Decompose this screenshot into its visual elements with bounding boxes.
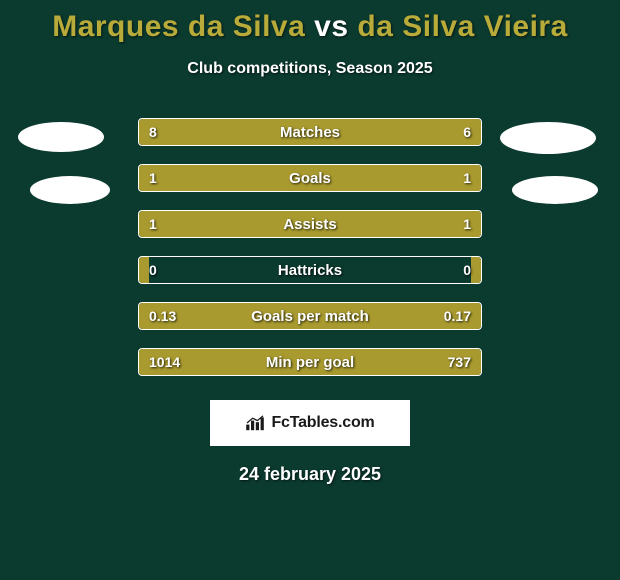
stats-list: 8 6 Matches 1 1 Goals 1 1 Assists 0 0 Hattricks 0.13…: [0, 118, 620, 376]
stat-row: 8 6 Matches: [138, 118, 482, 146]
team-badge-placeholder: [30, 176, 110, 204]
stat-value-left: 0: [149, 262, 157, 278]
stat-fill-right: [471, 257, 481, 283]
stat-value-right: 0.17: [444, 308, 471, 324]
stat-value-left: 8: [149, 124, 157, 140]
stat-label: Assists: [283, 216, 336, 233]
stat-value-left: 1014: [149, 354, 180, 370]
stat-label: Goals per match: [251, 308, 369, 325]
date-label: 24 february 2025: [0, 464, 620, 485]
comparison-infographic: Marques da Silva vs da Silva Vieira Club…: [0, 0, 620, 580]
stat-value-left: 1: [149, 170, 157, 186]
stat-value-right: 0: [463, 262, 471, 278]
title-player1: Marques da Silva: [52, 10, 305, 43]
stat-label: Hattricks: [278, 262, 342, 279]
brand-badge: FcTables.com: [210, 400, 410, 446]
team-badge-placeholder: [512, 176, 598, 204]
stat-label: Goals: [289, 170, 331, 187]
chart-icon: [245, 415, 265, 431]
brand-text: FcTables.com: [271, 414, 374, 432]
stat-value-right: 6: [463, 124, 471, 140]
stat-value-left: 1: [149, 216, 157, 232]
stat-fill-right: [310, 165, 481, 191]
page-title: Marques da Silva vs da Silva Vieira: [0, 0, 620, 44]
stat-value-right: 1: [463, 170, 471, 186]
stat-fill-left: [139, 165, 310, 191]
stat-fill-right: [334, 119, 481, 145]
stat-value-right: 737: [448, 354, 471, 370]
subtitle: Club competitions, Season 2025: [0, 60, 620, 78]
stat-row: 1 1 Goals: [138, 164, 482, 192]
stat-row: 0 0 Hattricks: [138, 256, 482, 284]
stat-label: Min per goal: [266, 354, 354, 371]
team-badge-placeholder: [18, 122, 104, 152]
title-vs: vs: [314, 10, 348, 43]
stat-value-right: 1: [463, 216, 471, 232]
stat-row: 1014 737 Min per goal: [138, 348, 482, 376]
team-badge-placeholder: [500, 122, 596, 154]
stat-label: Matches: [280, 124, 340, 141]
stat-row: 0.13 0.17 Goals per match: [138, 302, 482, 330]
stat-row: 1 1 Assists: [138, 210, 482, 238]
stat-value-left: 0.13: [149, 308, 176, 324]
title-player2: da Silva Vieira: [357, 10, 567, 43]
stat-fill-left: [139, 257, 149, 283]
